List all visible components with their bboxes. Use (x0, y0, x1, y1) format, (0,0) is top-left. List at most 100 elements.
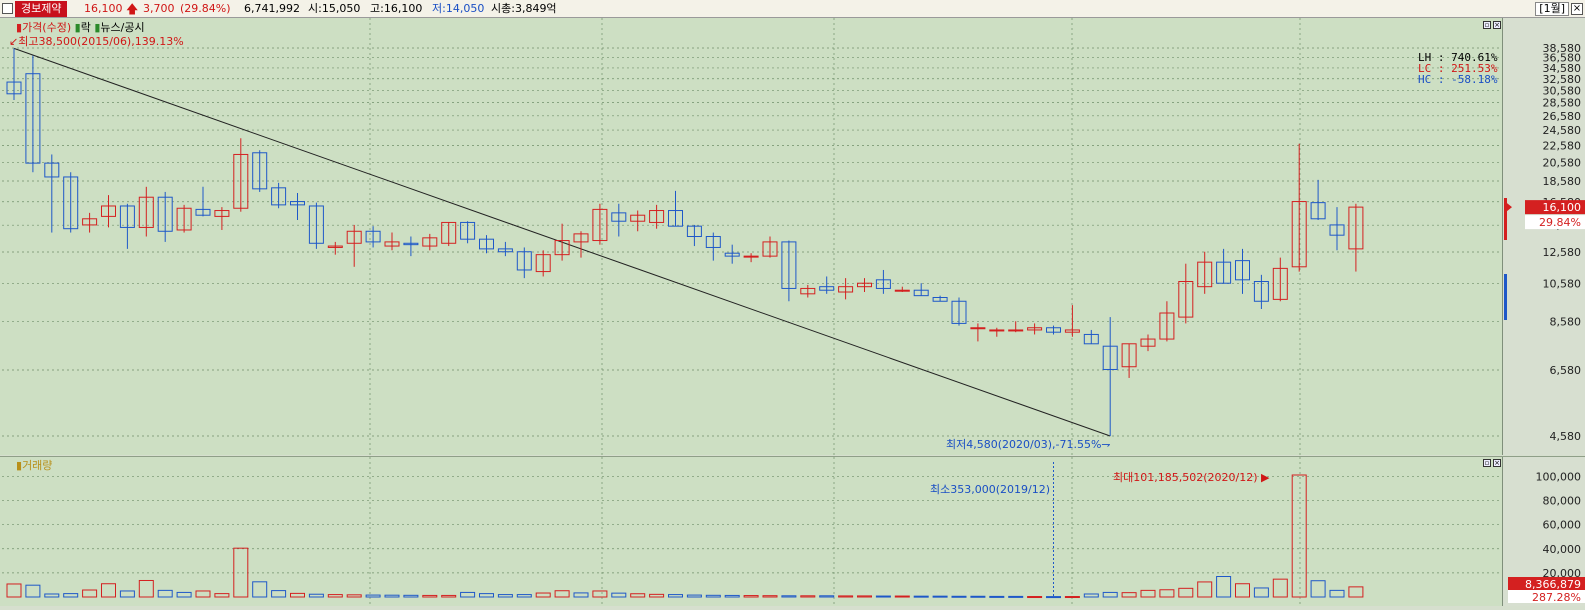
candle-body (913, 289, 929, 297)
price-candle (101, 195, 116, 228)
volume-bar (743, 595, 759, 598)
volume-bar (1121, 592, 1137, 598)
volume-bar (970, 595, 986, 598)
price-candle (516, 247, 532, 279)
current-volume-pct-tag-label: 287.28% (1532, 591, 1581, 604)
volume-bar (1253, 587, 1269, 598)
candle-body (1064, 329, 1080, 333)
volume-bar (1329, 589, 1345, 598)
candle-body (894, 289, 910, 292)
close-button[interactable]: × (1571, 3, 1583, 15)
price-candle (214, 207, 230, 230)
volume-bar (1216, 576, 1232, 598)
price-tick-label: 34,580 (1543, 62, 1582, 75)
panel-close-icon[interactable]: × (1493, 21, 1501, 29)
volume-bar (346, 594, 362, 598)
volume-bar (894, 595, 910, 598)
candle-body (290, 201, 305, 206)
candle-body (630, 214, 646, 222)
price-candle (1159, 301, 1175, 342)
price-candle (800, 284, 816, 298)
candle-body (951, 300, 967, 324)
current-pct-tag-label: 29.84% (1539, 216, 1581, 229)
volume-bar (384, 594, 400, 598)
volume-bar (649, 593, 665, 598)
price-chart-panel[interactable]: 38,580 36,580 34,580 32,580 30,580 28,580 26,5… (0, 18, 1585, 455)
select-checkbox[interactable] (2, 3, 13, 14)
current-price-tag-label: 16,100 (1543, 201, 1582, 214)
volume-bar (932, 595, 948, 598)
stock-name-badge[interactable]: 경보제약 (15, 1, 68, 17)
volume-legend: ▮거래량 (16, 459, 53, 472)
volume-bar (724, 594, 740, 598)
volume-bar (195, 590, 211, 598)
price-candle (271, 182, 287, 209)
candle-body (932, 297, 948, 302)
volume-bar (327, 594, 343, 598)
panel-minimize-icon[interactable]: ▫ (1483, 21, 1491, 29)
volume-bar (913, 595, 929, 598)
open-price: 시:15,050 (308, 2, 361, 15)
candle-body (875, 279, 891, 289)
candle-body (686, 225, 702, 238)
price-tick-label: 32,580 (1543, 73, 1582, 86)
price-candle (176, 204, 192, 233)
volume-bar (422, 594, 438, 598)
candle-body (781, 241, 797, 289)
candle-body (138, 196, 154, 228)
price-candle (989, 327, 1005, 337)
price-candle (1291, 143, 1307, 272)
price-candle (1235, 248, 1250, 294)
price-candle (932, 295, 948, 302)
volume-bar (63, 593, 79, 598)
candle-body (252, 152, 268, 190)
price-candle (1046, 325, 1061, 335)
price-range-marker-down (1504, 274, 1507, 320)
current-volume-tag (1508, 577, 1585, 590)
volume-bar (1348, 586, 1364, 598)
price-candle (857, 278, 872, 293)
volume-bar (290, 592, 305, 598)
candle-body (403, 242, 419, 246)
legend-price-label: 가격(수정) (22, 21, 72, 34)
price-candle (838, 278, 854, 300)
candle-body (1083, 333, 1099, 345)
volume-bar (460, 591, 476, 598)
candle-body (157, 196, 173, 232)
volume-panel-minimize-icon[interactable]: ▫ (1483, 459, 1491, 467)
price-chart[interactable] (2, 18, 1502, 455)
price-candle (724, 244, 740, 264)
price-candle (1329, 207, 1345, 251)
candle-body (668, 210, 683, 227)
price-candle (1310, 179, 1326, 220)
price-candle (894, 286, 910, 293)
candle-body (82, 218, 98, 226)
volume-bar (573, 592, 589, 598)
price-candle (1008, 321, 1024, 333)
price-candle (233, 138, 249, 212)
price-candle (44, 154, 60, 233)
volume-panel-close-icon[interactable]: × (1493, 459, 1501, 467)
period-selector[interactable]: [1월] (1535, 2, 1569, 16)
price-axis: 38,580 36,580 34,580 32,580 30,580 28,580 26,5… (1502, 18, 1585, 455)
volume-bar (611, 592, 627, 598)
candle-body (743, 255, 759, 258)
price-tick-label: 30,580 (1543, 84, 1582, 97)
volume-bar (176, 591, 192, 598)
volume-bar (857, 595, 872, 598)
volume-chart[interactable] (2, 457, 1502, 606)
max-price-annotation: ↙최고38,500(2015/06),139.13% (9, 35, 184, 48)
price-candle (1102, 317, 1118, 436)
candle-body (573, 233, 589, 243)
volume-bar (25, 584, 41, 598)
volume-bar (781, 595, 797, 598)
low-price: 저:14,050 (432, 2, 485, 15)
price-candle (913, 283, 929, 297)
candle-body (233, 153, 249, 209)
volume-bar (1046, 596, 1061, 599)
volume-chart-panel[interactable]: 100,000 80,000 60,000 40,000 20,000 8,366,879… (0, 456, 1585, 606)
volume-bar (157, 589, 173, 598)
volume-bar (101, 583, 116, 598)
price-candle (290, 192, 305, 220)
candle-body (611, 212, 627, 222)
